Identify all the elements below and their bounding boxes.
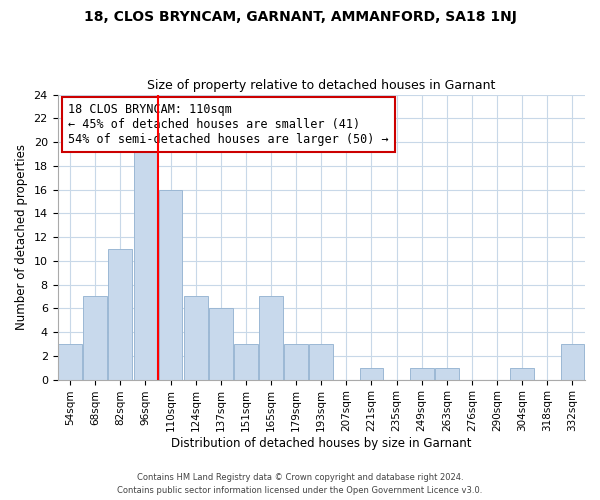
Title: Size of property relative to detached houses in Garnant: Size of property relative to detached ho… xyxy=(147,79,496,92)
X-axis label: Distribution of detached houses by size in Garnant: Distribution of detached houses by size … xyxy=(171,437,472,450)
Text: 18 CLOS BRYNCAM: 110sqm
← 45% of detached houses are smaller (41)
54% of semi-de: 18 CLOS BRYNCAM: 110sqm ← 45% of detache… xyxy=(68,103,389,146)
Bar xyxy=(310,344,333,380)
Bar xyxy=(359,368,383,380)
Bar xyxy=(510,368,534,380)
Bar xyxy=(58,344,82,380)
Bar xyxy=(209,308,233,380)
Bar xyxy=(184,296,208,380)
Bar xyxy=(158,190,182,380)
Y-axis label: Number of detached properties: Number of detached properties xyxy=(15,144,28,330)
Bar xyxy=(284,344,308,380)
Bar xyxy=(234,344,258,380)
Text: 18, CLOS BRYNCAM, GARNANT, AMMANFORD, SA18 1NJ: 18, CLOS BRYNCAM, GARNANT, AMMANFORD, SA… xyxy=(83,10,517,24)
Bar xyxy=(134,142,157,380)
Bar xyxy=(109,249,132,380)
Bar xyxy=(410,368,434,380)
Text: Contains HM Land Registry data © Crown copyright and database right 2024.
Contai: Contains HM Land Registry data © Crown c… xyxy=(118,474,482,495)
Bar xyxy=(259,296,283,380)
Bar xyxy=(560,344,584,380)
Bar xyxy=(435,368,459,380)
Bar xyxy=(83,296,107,380)
